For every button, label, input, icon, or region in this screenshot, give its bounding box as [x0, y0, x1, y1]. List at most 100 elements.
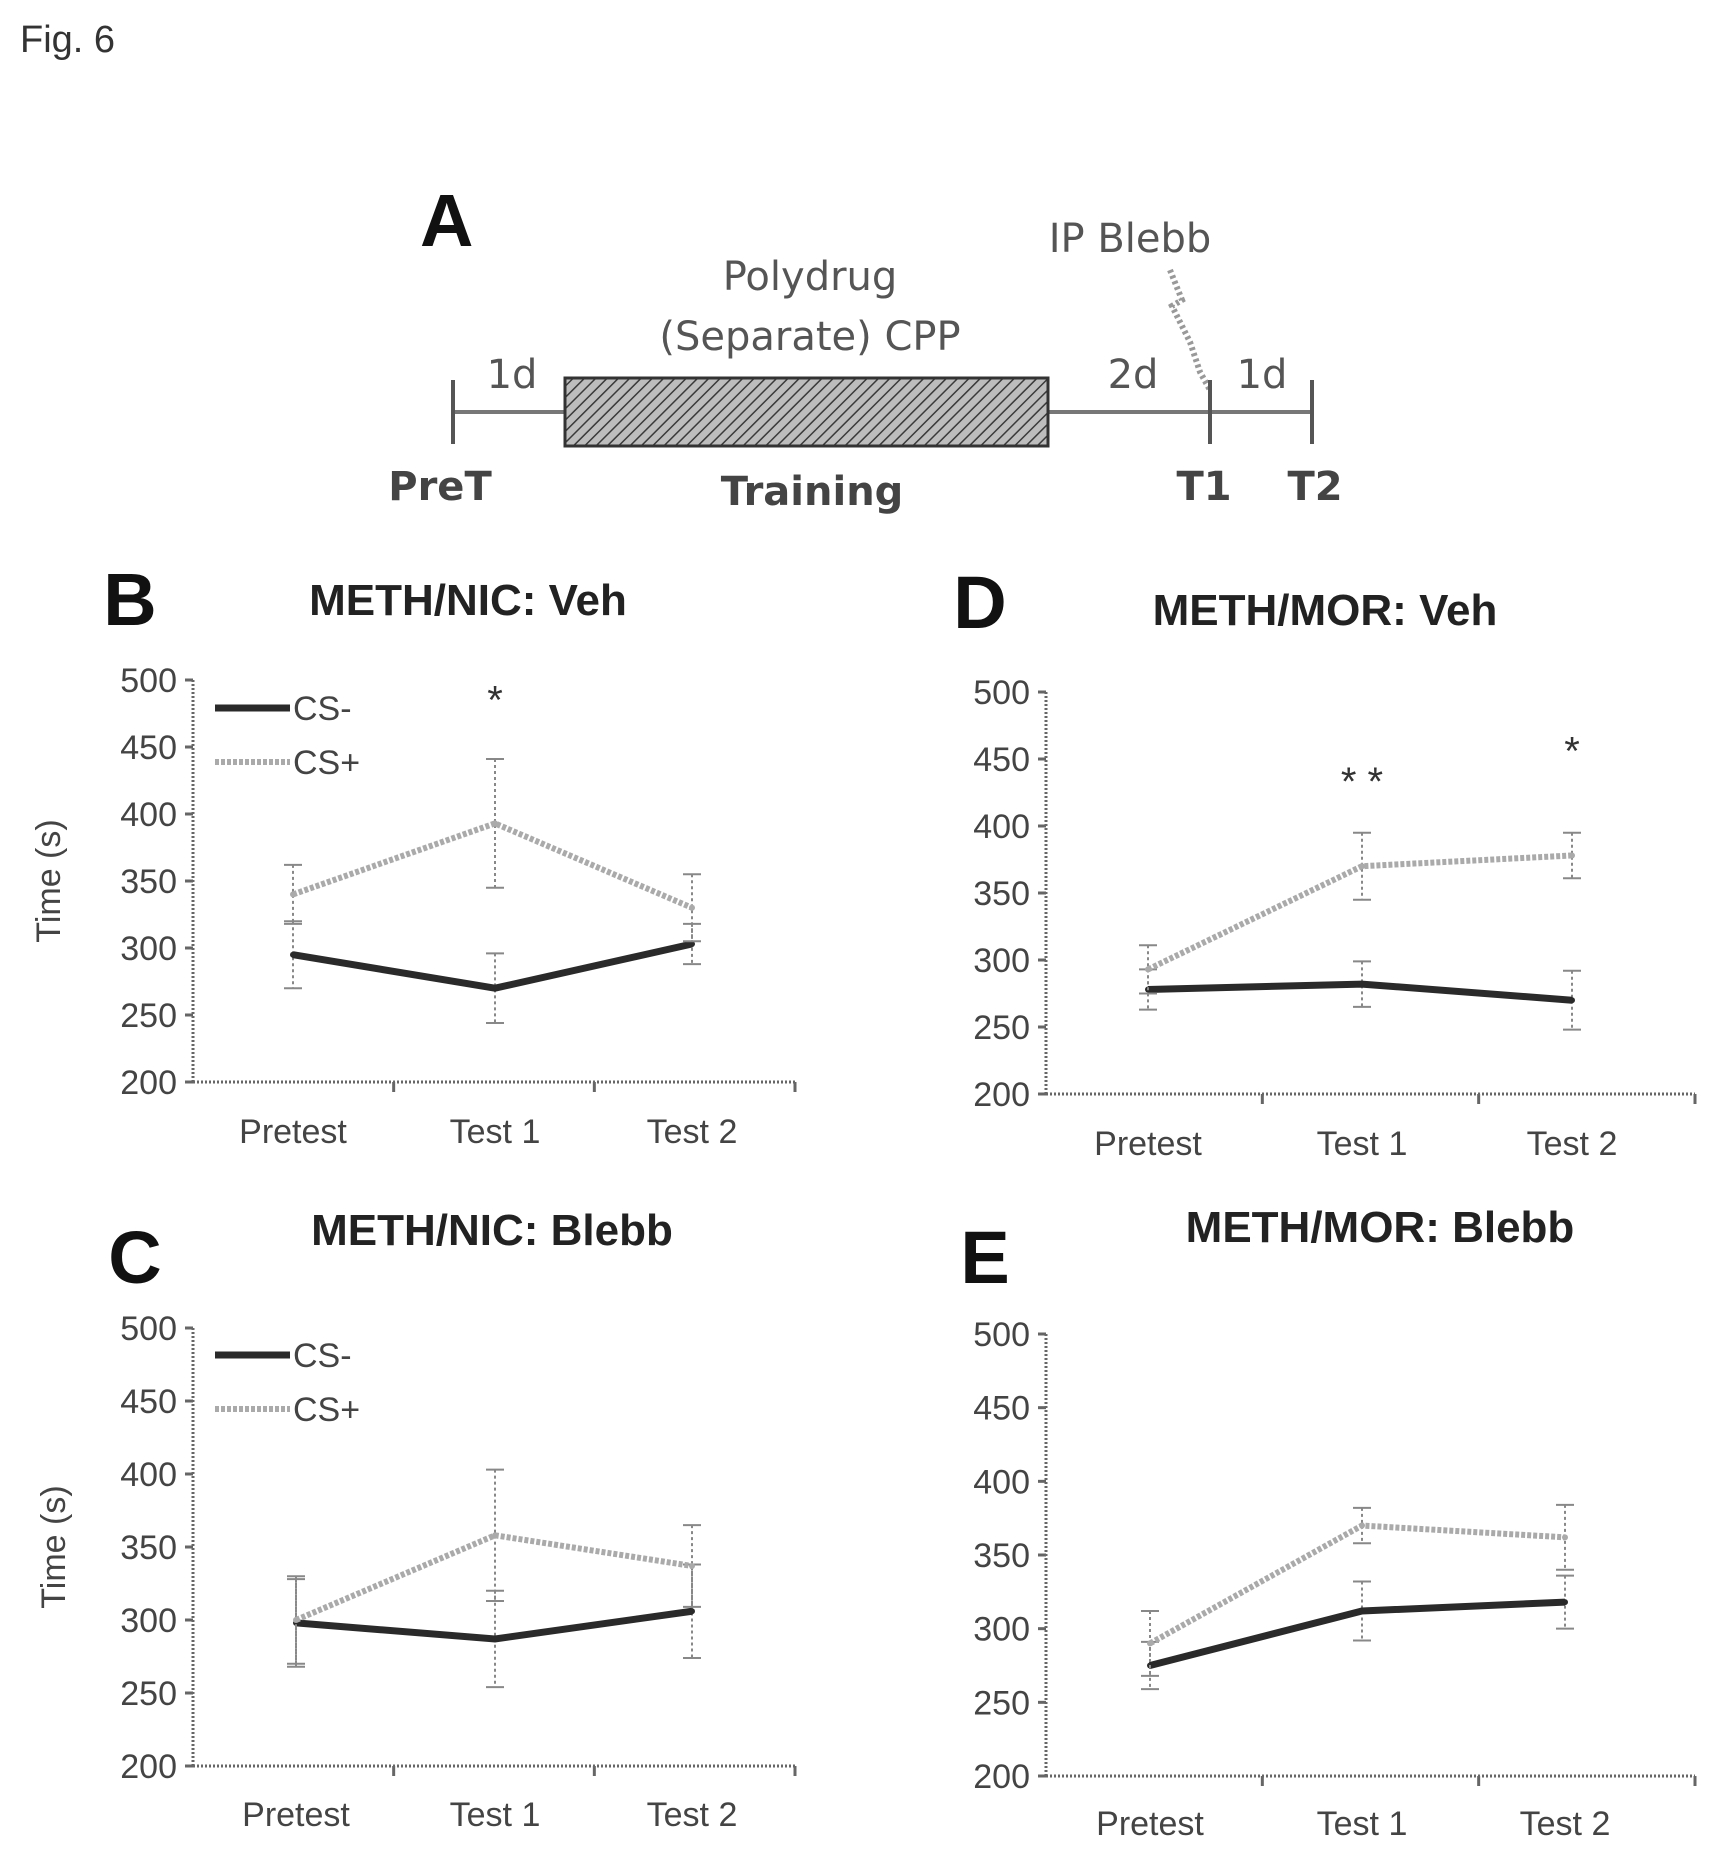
panel-d-x-tick-label: Pretest [1094, 1125, 1202, 1163]
panel-letter-a: A [420, 179, 473, 262]
chart-panel-b: B METH/NIC: Veh 200 250 300 350 400 450 500 Prete… [30, 558, 797, 1151]
panel-d-y-tick-label: 400 [973, 808, 1030, 846]
panel-d-series-line [1146, 852, 1573, 973]
panel-c-y-tick-label: 350 [120, 1529, 177, 1567]
panel-d-y-tick-label: 300 [973, 942, 1030, 980]
panel-b-y-tick-label: 350 [120, 863, 177, 901]
milestone-training: Training [721, 469, 904, 515]
panel-b-x-tick-label: Test 2 [647, 1113, 738, 1151]
panel-c-y-tick-label: 450 [120, 1383, 177, 1421]
chart-panel-e: E METH/MOR: Blebb 200 250 300 350 400 450 500 Pre… [960, 1203, 1697, 1843]
panel-b-series-line [292, 820, 694, 911]
figure-label: Fig. 6 [20, 19, 115, 61]
injection-label: IP Blebb [1049, 216, 1212, 262]
panel-e-y-tick-label: 500 [973, 1316, 1030, 1354]
panel-d-y-tick-label: 500 [973, 674, 1030, 712]
panel-e-data-point [1359, 1607, 1365, 1614]
panel-c-data-point [492, 1635, 498, 1642]
panel-b-data-point [689, 904, 695, 911]
panel-c-letter: C [108, 1216, 161, 1299]
panel-e-y-tick-label: 300 [973, 1611, 1030, 1649]
panel-c-y-tick-label: 500 [120, 1310, 177, 1348]
diagram-title-line1: Polydrug [723, 254, 898, 300]
panel-b-y-tick-label: 450 [120, 729, 177, 767]
panel-e-data-point [1562, 1599, 1568, 1606]
panel-e-letter: E [960, 1216, 1009, 1299]
panel-d-y-tick-label: 350 [973, 875, 1030, 913]
panel-c-series-cs-plus [287, 1468, 701, 1665]
milestone-t2: T2 [1287, 464, 1342, 510]
panel-c-y-tick-label: 250 [120, 1675, 177, 1713]
panel-d-significance-marker: * * [1341, 760, 1383, 804]
panel-c-x-tick-label: Pretest [242, 1796, 350, 1834]
panel-e-series-cs-minus [1141, 1574, 1574, 1691]
panel-d-y-tick-label: 200 [973, 1076, 1030, 1114]
panel-d-series-line [1147, 980, 1573, 1004]
panel-b-y-axis-label: Time (s) [30, 819, 68, 942]
panel-e-title: METH/MOR: Blebb [1186, 1203, 1575, 1252]
interval-label-2: 2d [1108, 352, 1159, 398]
panel-d-letter: D [953, 561, 1006, 644]
panel-b-title: METH/NIC: Veh [309, 576, 627, 625]
chart-panel-d: D METH/MOR: Veh 200 250 300 350 400 450 500 Prete… [953, 561, 1697, 1163]
panel-d-data-point [1569, 852, 1575, 859]
panel-b-data-point [290, 951, 296, 958]
panel-d-data-point [1569, 997, 1575, 1004]
panel-c-legend-entry: CS- [293, 1337, 352, 1375]
panel-c-data-point [689, 1562, 695, 1569]
panel-b-data-point [290, 891, 296, 898]
panel-d-series-cs-minus [1139, 960, 1581, 1031]
panel-d-data-point [1359, 863, 1365, 870]
panel-c-y-axis-label: Time (s) [35, 1485, 73, 1608]
panel-b-significance-marker: * [487, 679, 503, 723]
panel-b-data-point [492, 985, 498, 992]
milestone-t1: T1 [1176, 464, 1231, 510]
panel-c-y-tick-label: 400 [120, 1456, 177, 1494]
panel-e-y-tick-label: 450 [973, 1390, 1030, 1428]
panel-c-x-tick-label: Test 1 [450, 1796, 541, 1834]
panel-b-y-tick-label: 250 [120, 997, 177, 1035]
panel-d-y-tick-label: 250 [973, 1009, 1030, 1047]
panel-c-series-cs-minus [287, 1563, 701, 1689]
panel-e-x-tick-label: Test 1 [1317, 1805, 1408, 1843]
panel-b-legend-entry: CS- [293, 690, 352, 728]
panel-c-title: METH/NIC: Blebb [311, 1206, 673, 1255]
panel-b-y-tick-label: 500 [120, 662, 177, 700]
panel-b-series-cs-plus [284, 758, 701, 943]
panel-b-data-point [492, 820, 498, 827]
panel-e-series-cs-plus [1141, 1503, 1574, 1677]
panel-b-x-tick-label: Test 1 [450, 1113, 541, 1151]
panel-d-title: METH/MOR: Veh [1153, 586, 1498, 635]
panel-b-x-tick-label: Pretest [239, 1113, 347, 1151]
panel-b-y-tick-label: 400 [120, 796, 177, 834]
interval-label-1: 1d [487, 352, 538, 398]
panel-d-y-tick-label: 450 [973, 741, 1030, 779]
panel-b-series-line [292, 940, 693, 992]
panel-e-x-tick-label: Test 2 [1520, 1805, 1611, 1843]
panel-d-significance-marker: * [1564, 729, 1580, 773]
panel-b-data-point [689, 940, 695, 947]
panel-e-y-tick-label: 350 [973, 1537, 1030, 1575]
panel-c-x-tick-label: Test 2 [647, 1796, 738, 1834]
panel-e-data-point [1359, 1522, 1365, 1529]
panel-d-data-point [1359, 981, 1365, 988]
panel-c-data-point [293, 1617, 299, 1623]
panel-c-y-tick-label: 300 [120, 1602, 177, 1640]
chart-panel-c: C METH/NIC: Blebb 200 250 300 350 400 450 500 Pre… [35, 1206, 797, 1834]
panel-d-data-point [1145, 966, 1151, 973]
panel-c-legend-entry: CS+ [293, 1391, 360, 1429]
panel-c-y-tick-label: 200 [120, 1748, 177, 1786]
interval-label-3: 1d [1237, 352, 1288, 398]
panel-e-x-tick-label: Pretest [1096, 1805, 1204, 1843]
panel-e-y-tick-label: 200 [973, 1758, 1030, 1796]
panel-d-series-cs-plus [1139, 831, 1581, 995]
panel-e-data-point [1147, 1640, 1153, 1647]
panel-d-x-tick-label: Test 2 [1527, 1125, 1618, 1163]
panel-c-data-point [689, 1608, 695, 1615]
diagram-title-line2: (Separate) CPP [659, 314, 960, 360]
panel-b-letter: B [103, 558, 156, 641]
panel-d-x-tick-label: Test 1 [1317, 1125, 1408, 1163]
panel-b-series-cs-minus [284, 920, 701, 1025]
panel-e-y-tick-label: 250 [973, 1684, 1030, 1722]
